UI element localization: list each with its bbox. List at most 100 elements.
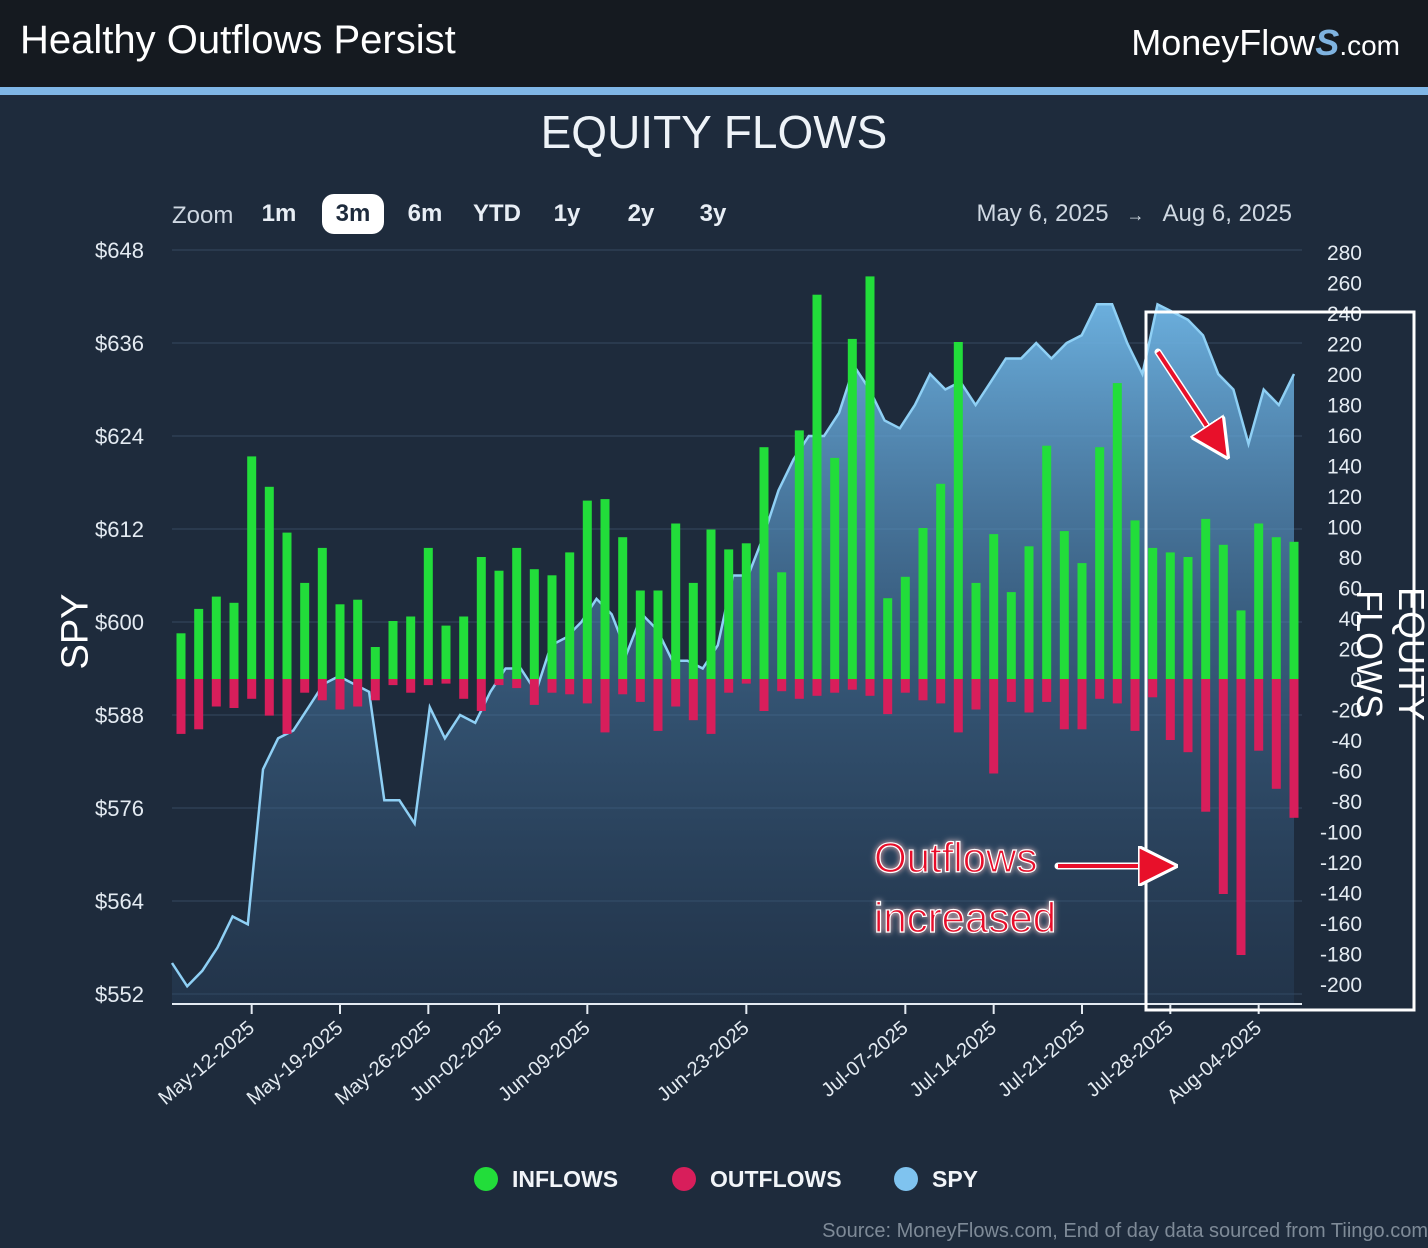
inflow-bar [229, 602, 239, 680]
zoom-1m-button[interactable]: 1m [261, 200, 297, 227]
outflow-bar [688, 679, 698, 721]
left-tick-label: $648 [95, 238, 144, 263]
outflow-bar [317, 679, 327, 701]
outflow-bar [724, 679, 734, 693]
inflow-bar [353, 599, 363, 679]
outflow-bar [1095, 679, 1105, 699]
accent-stripe [0, 87, 1428, 95]
inflow-bar [494, 570, 504, 679]
flow-bars [176, 276, 1299, 955]
left-tick-label: $588 [95, 703, 144, 728]
inflow-bar [777, 572, 787, 680]
inflow-bar [688, 582, 698, 679]
outflow-bar [653, 679, 663, 731]
legend-outflows-label: OUTFLOWS [710, 1166, 842, 1192]
zoom-2y-button[interactable]: 2y [627, 200, 655, 227]
right-axis-ticks: 280260240220200180160140120100806040200-… [1320, 242, 1362, 997]
outflow-bar [406, 679, 416, 693]
arrow-right-icon: → [1126, 205, 1145, 225]
drop-arrow [1156, 350, 1222, 449]
left-tick-label: $600 [95, 610, 144, 635]
inflow-bar [1183, 557, 1193, 679]
outflow-bar [759, 679, 769, 711]
outflow-bar [1112, 679, 1122, 704]
zoom-3y-button[interactable]: 3y [699, 200, 727, 227]
inflow-bar [1271, 537, 1281, 679]
outflow-bar [600, 679, 610, 733]
outflow-bar [1236, 679, 1246, 955]
brand-name: MoneyFlow [1131, 22, 1316, 63]
date-from[interactable]: May 6, 2025 [976, 200, 1109, 227]
inflow-bar [635, 590, 645, 679]
outflow-bar [229, 679, 239, 708]
zoom-6m-button[interactable]: 6m [407, 200, 443, 227]
inflow-bar [618, 537, 628, 679]
inflow-bar [741, 543, 751, 679]
right-tick-label: -100 [1320, 822, 1362, 845]
right-tick-label: 80 [1339, 547, 1362, 570]
spy-dot-icon [894, 1167, 918, 1191]
inflow-bar [512, 547, 522, 679]
outflow-bar [529, 679, 539, 705]
legend: INFLOWS OUTFLOWS SPY [0, 1166, 1428, 1202]
right-tick-label: 20 [1339, 639, 1362, 662]
right-tick-label: -200 [1320, 974, 1362, 997]
zoom-3m-button[interactable]: 3m [322, 194, 384, 234]
outflow-bar [1218, 679, 1228, 894]
inflow-bar [936, 483, 946, 679]
x-tick-label: Jul-07-2025 [817, 1017, 912, 1102]
inflow-bar [194, 608, 204, 679]
inflow-bar [1077, 563, 1087, 679]
left-tick-label: $636 [95, 331, 144, 356]
right-tick-label: -180 [1320, 944, 1362, 967]
brand-logo[interactable]: MoneyFlowS.com [1131, 22, 1400, 64]
legend-spy[interactable]: SPY [894, 1166, 978, 1193]
legend-inflows[interactable]: INFLOWS [474, 1166, 618, 1193]
left-axis-ticks: $648 $636 $624 $612 $600 $588 $576 $564 $552 [95, 238, 144, 1007]
x-tick-label: Aug-04-2025 [1163, 1017, 1266, 1108]
outflow-bar [865, 679, 875, 696]
inflow-bar [847, 338, 857, 679]
inflow-bar [953, 342, 963, 679]
legend-outflows[interactable]: OUTFLOWS [672, 1166, 842, 1193]
inflow-bar [247, 456, 257, 679]
inflow-bar [317, 547, 327, 679]
brand-domain: .com [1339, 30, 1400, 61]
inflow-bar [1289, 541, 1299, 680]
inflow-bar [900, 576, 910, 679]
right-tick-label: 0 [1350, 669, 1362, 692]
outflow-bar [635, 679, 645, 702]
date-range[interactable]: May 6, 2025 → Aug 6, 2025 [976, 200, 1292, 228]
inflow-bar [406, 616, 416, 679]
inflow-bar [441, 625, 451, 679]
outflow-bar [847, 679, 857, 690]
right-tick-label: -20 [1332, 700, 1362, 723]
date-to[interactable]: Aug 6, 2025 [1162, 200, 1292, 227]
outflow-bar [582, 679, 592, 704]
right-tick-label: 180 [1327, 395, 1362, 418]
left-axis-title: SPY [54, 593, 97, 670]
right-tick-label: 260 [1327, 273, 1362, 296]
outflow-bar [900, 679, 910, 693]
inflow-bar [600, 499, 610, 679]
outflow-bar [441, 679, 451, 684]
right-tick-label: 200 [1327, 364, 1362, 387]
inflow-bar [565, 552, 575, 679]
inflow-bar [759, 447, 769, 679]
inflow-bar [1201, 518, 1211, 679]
inflow-bar [706, 529, 716, 679]
x-tick-label: Jul-28-2025 [1082, 1017, 1177, 1102]
outflow-bar [777, 679, 787, 692]
header-bar: Healthy Outflows Persist MoneyFlowS.com [0, 0, 1428, 87]
right-tick-label: -160 [1320, 913, 1362, 936]
right-tick-label: 60 [1339, 578, 1362, 601]
outflow-bar [247, 679, 257, 699]
zoom-1y-button[interactable]: 1y [553, 200, 581, 227]
zoom-ytd-button[interactable]: YTD [473, 200, 521, 227]
outflow-bar [1006, 679, 1016, 702]
inflow-bar [282, 532, 292, 679]
outflow-bar [953, 679, 963, 733]
outflow-bar [1183, 679, 1193, 753]
annotation-line2: increased [874, 894, 1056, 941]
x-tick-label: May-19-2025 [243, 1017, 347, 1110]
